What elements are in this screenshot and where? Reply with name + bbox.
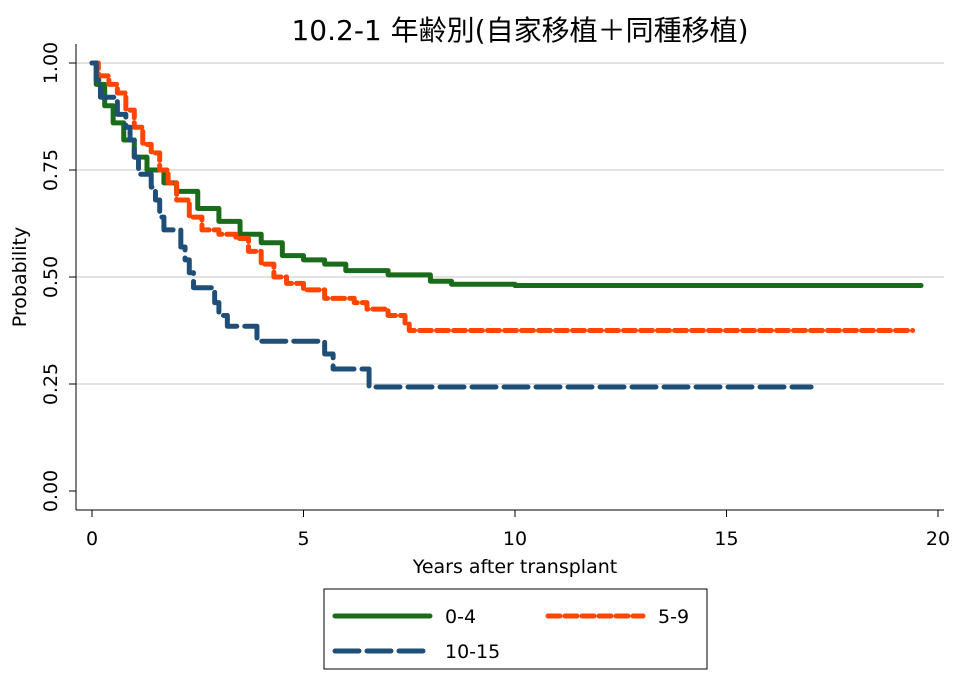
series-layer bbox=[89, 60, 924, 390]
y-tick-label: 0.25 bbox=[40, 363, 62, 405]
series-line-3 bbox=[89, 60, 814, 390]
y-tick-label: 1.00 bbox=[40, 42, 62, 84]
y-axis-label: Probability bbox=[9, 227, 31, 327]
grid-lines bbox=[76, 62, 944, 385]
x-tick-label: 0 bbox=[86, 528, 98, 550]
legend-box bbox=[323, 588, 708, 670]
x-tick-label: 10 bbox=[503, 528, 527, 550]
legend-label: 0-4 bbox=[445, 606, 476, 628]
y-ticks: 0.00 0.25 0.50 0.75 1.00 bbox=[40, 42, 76, 512]
series-line-2 bbox=[89, 60, 916, 333]
x-tick-label: 15 bbox=[714, 528, 738, 550]
legend: 0-4 5-9 10-15 bbox=[323, 588, 708, 670]
legend-items: 0-4 5-9 10-15 bbox=[332, 606, 689, 663]
chart-title: 10.2-1 年齢別(自家移植＋同種移植) bbox=[291, 14, 748, 47]
x-ticks: 0 5 10 15 20 bbox=[86, 510, 950, 550]
y-tick-label: 0.00 bbox=[40, 470, 62, 512]
legend-label: 10-15 bbox=[445, 641, 500, 663]
series-line-1 bbox=[89, 60, 924, 289]
y-tick-label: 0.75 bbox=[40, 149, 62, 191]
y-tick-label: 0.50 bbox=[40, 256, 62, 298]
x-tick-label: 5 bbox=[297, 528, 309, 550]
legend-label: 5-9 bbox=[658, 606, 689, 628]
x-axis-label: Years after transplant bbox=[412, 556, 617, 578]
x-tick-label: 20 bbox=[926, 528, 950, 550]
